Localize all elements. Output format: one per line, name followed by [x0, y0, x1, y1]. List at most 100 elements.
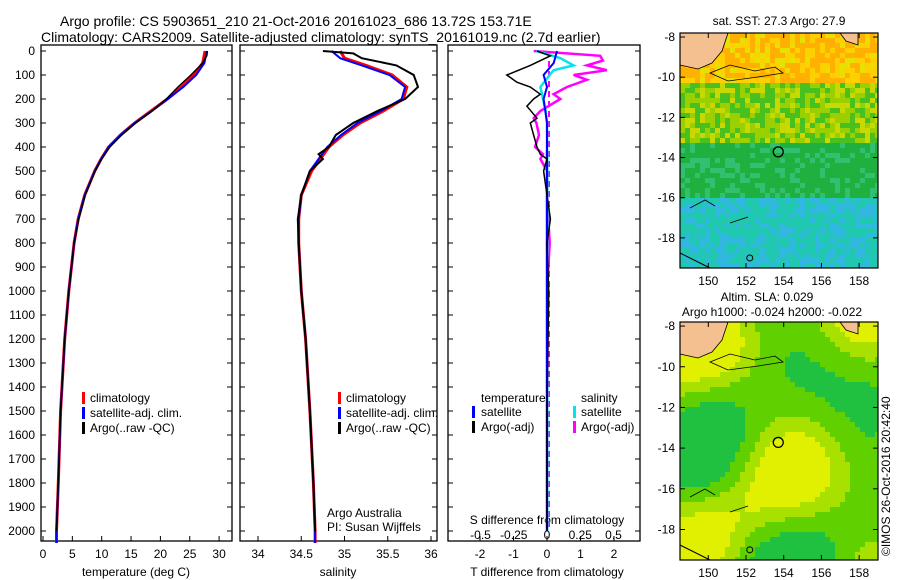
map-cell — [830, 188, 835, 193]
map-cell — [765, 193, 770, 198]
map-cell — [775, 387, 780, 392]
map-cell — [875, 532, 878, 537]
map-cell — [850, 522, 855, 527]
map-cell — [860, 352, 865, 357]
map-cell — [790, 472, 795, 477]
map-cell — [820, 108, 825, 113]
map-cell — [700, 447, 705, 452]
map-cell — [720, 477, 725, 482]
map-cell — [775, 113, 780, 118]
map-cell — [780, 33, 785, 38]
map-cell — [740, 233, 745, 238]
map-cell — [770, 437, 775, 442]
map-cell — [845, 158, 850, 163]
map-cell — [690, 118, 695, 123]
map-cell — [795, 33, 800, 38]
map-cell — [700, 123, 705, 128]
map-cell — [780, 258, 785, 263]
map-cell — [870, 392, 875, 397]
map-cell — [690, 422, 695, 427]
map-cell — [805, 58, 810, 63]
map-cell — [685, 367, 690, 372]
map-cell — [715, 133, 720, 138]
map-cell — [795, 48, 800, 53]
map-cell — [695, 462, 700, 467]
map-cell — [785, 502, 790, 507]
map-cell — [720, 547, 725, 552]
map-cell — [805, 342, 810, 347]
map-cell — [755, 477, 760, 482]
map-cell — [830, 497, 835, 502]
map-cell — [770, 78, 775, 83]
map-cell — [790, 337, 795, 342]
map-cell — [850, 332, 855, 337]
map-cell — [785, 512, 790, 517]
map-cell — [710, 427, 715, 432]
coastline — [708, 64, 784, 82]
map-cell — [845, 472, 850, 477]
map-cell — [700, 208, 705, 213]
map-cell — [870, 43, 875, 48]
map-cell — [785, 417, 790, 422]
map-cell — [710, 372, 715, 377]
map-cell — [690, 168, 695, 173]
map-cell — [845, 198, 850, 203]
map-cell — [770, 427, 775, 432]
map-cell — [710, 83, 715, 88]
map-cell — [740, 377, 745, 382]
map-cell — [690, 263, 695, 268]
map-cell — [760, 407, 765, 412]
map-cell — [825, 108, 830, 113]
map-cell — [790, 58, 795, 63]
map-cell — [870, 407, 875, 412]
s-difference-tick-label: 0.25 — [569, 528, 593, 542]
map-cell — [815, 352, 820, 357]
map-cell — [835, 527, 840, 532]
map-cell — [855, 382, 860, 387]
map-cell — [800, 547, 805, 552]
map-cell — [775, 377, 780, 382]
map-cell — [750, 228, 755, 233]
map-cell — [725, 198, 730, 203]
map-cell — [825, 143, 830, 148]
map-cell — [695, 208, 700, 213]
map-cell — [765, 128, 770, 133]
map-cell — [870, 263, 875, 268]
map-cell — [835, 158, 840, 163]
map-cell — [810, 263, 815, 268]
map-cell — [740, 173, 745, 178]
map-cell — [710, 213, 715, 218]
depth-tick-label: 1100 — [9, 308, 35, 322]
map-cell — [835, 113, 840, 118]
map-cell — [690, 392, 695, 397]
map-cell — [800, 462, 805, 467]
map-cell — [875, 148, 878, 153]
map-cell — [775, 58, 780, 63]
map-cell — [720, 542, 725, 547]
map-cell — [770, 447, 775, 452]
map-cell — [695, 193, 700, 198]
map-cell — [725, 233, 730, 238]
map-cell — [875, 537, 878, 542]
map-cell — [730, 38, 735, 43]
map-cell — [735, 163, 740, 168]
map-cell — [680, 223, 685, 228]
map-cell — [785, 347, 790, 352]
map-cell — [780, 397, 785, 402]
map-cell — [860, 108, 865, 113]
map-cell — [870, 442, 875, 447]
map-cell — [820, 228, 825, 233]
map-cell — [820, 263, 825, 268]
map-cell — [760, 48, 765, 53]
map-cell — [705, 133, 710, 138]
map-cell — [825, 188, 830, 193]
map-cell — [700, 477, 705, 482]
map-cell — [755, 442, 760, 447]
map-cell — [860, 432, 865, 437]
map-cell — [840, 233, 845, 238]
map-cell — [705, 83, 710, 88]
map-cell — [770, 487, 775, 492]
map-cell — [845, 88, 850, 93]
map-cell — [835, 487, 840, 492]
map-cell — [755, 402, 760, 407]
